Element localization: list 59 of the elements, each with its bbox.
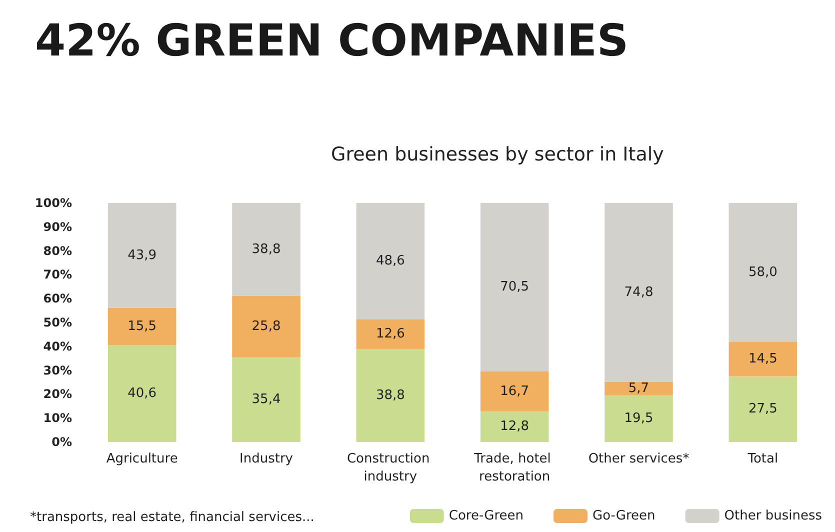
x-tick-label: Total: [746, 452, 778, 466]
y-tick-label: 80%: [43, 244, 72, 258]
y-tick-label: 20%: [43, 387, 72, 402]
y-tick-label: 0%: [52, 435, 72, 449]
data-label: 38,8: [252, 242, 281, 257]
y-tick-label: 90%: [43, 220, 72, 234]
data-label: 16,7: [500, 384, 530, 399]
bar: [232, 296, 300, 358]
y-tick-label: 10%: [43, 411, 72, 426]
data-label: 48,6: [376, 254, 405, 269]
data-label: 35,4: [252, 392, 281, 408]
x-tick-label: Construction industry: [346, 452, 434, 484]
bar: [604, 395, 673, 442]
data-label: 40,6: [128, 386, 157, 401]
bar: [356, 203, 425, 320]
legend-label: Go-Green: [592, 508, 656, 524]
data-label: 27,5: [748, 402, 778, 417]
bar: [480, 411, 549, 442]
data-label: 74,8: [624, 284, 654, 300]
text: *transports, real estate, financial services...: [30, 510, 314, 525]
y-tick-label: 40%: [43, 339, 72, 354]
data-label: 38,8: [376, 388, 405, 404]
y-tick-label: 100%: [34, 196, 72, 210]
x-tick-label: Agriculture: [106, 452, 178, 466]
bar: [356, 349, 425, 442]
data-label: 43,9: [128, 248, 157, 263]
bar: [728, 203, 798, 342]
data-label: 15,5: [128, 318, 157, 334]
bar: [356, 319, 425, 350]
data-label: 58,0: [748, 264, 778, 280]
bar: [480, 203, 549, 372]
bar: [728, 342, 798, 376]
chart-subtitle: Green businesses by sector in Italy: [331, 144, 664, 166]
bar: [604, 203, 673, 382]
x-tick-label: Trade, hotel restoration: [473, 452, 556, 484]
y-tick-label: 50%: [43, 316, 72, 330]
y-tick-label: 70%: [43, 268, 72, 282]
bar: [108, 344, 176, 442]
y-tick-label: 60%: [43, 292, 72, 306]
legend-label: Other business: [724, 508, 822, 524]
bar: [604, 382, 673, 396]
data-label: 12,6: [376, 326, 405, 342]
bar: [728, 376, 798, 442]
legend-label: Core-Green: [448, 508, 524, 524]
data-label: 70,5: [500, 280, 530, 295]
data-label: 14,5: [748, 351, 778, 366]
y-tick-label: 30%: [43, 363, 72, 378]
bar: [232, 357, 300, 442]
bar: [108, 308, 176, 345]
chart-title: 42% GREEN COMPANIES: [35, 16, 629, 66]
data-label: 12,8: [500, 419, 530, 434]
bar: [480, 371, 549, 412]
bar: [232, 203, 300, 296]
x-tick-label: Other services*: [588, 452, 690, 466]
bar: [108, 203, 176, 308]
data-label: 19,5: [624, 411, 654, 426]
data-label: 25,8: [252, 319, 281, 334]
data-label: 5,7: [628, 381, 650, 396]
x-tick-label: Industry: [240, 452, 294, 466]
